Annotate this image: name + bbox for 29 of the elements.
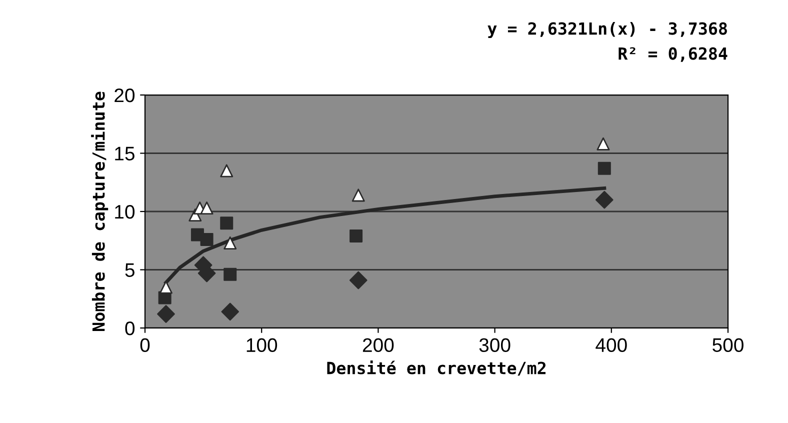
point xyxy=(221,302,240,321)
y-tick-label: 15 xyxy=(115,146,134,160)
point xyxy=(349,271,368,290)
x-tick-label: 400 xyxy=(596,338,627,352)
y-tick-label: 10 xyxy=(115,204,135,219)
text: R² = 0,6284 xyxy=(618,47,728,62)
point xyxy=(595,190,614,209)
y-tick-label: 20 xyxy=(114,88,135,102)
point xyxy=(352,188,365,202)
x-tick-label: 200 xyxy=(362,338,394,352)
y-tick-label: 0 xyxy=(125,321,135,336)
point xyxy=(224,268,237,281)
point xyxy=(157,305,175,323)
point xyxy=(200,232,214,246)
y-axis-title: Nombre de capture/minute xyxy=(91,92,108,331)
y-tick-label: 5 xyxy=(125,263,134,277)
x-axis-title: Densité en crevette/m2 xyxy=(327,360,546,376)
text: y = 2,6321Ln(x) - 3,7368 xyxy=(488,22,727,38)
x-tick-label: 300 xyxy=(479,338,510,352)
point xyxy=(224,236,237,250)
point xyxy=(220,216,234,230)
point xyxy=(596,137,610,150)
point xyxy=(350,229,363,242)
point xyxy=(200,202,214,215)
x-tick-label: 100 xyxy=(246,338,278,352)
point xyxy=(598,162,611,175)
x-tick-label: 500 xyxy=(712,338,744,352)
point xyxy=(220,164,234,178)
x-tick-label: 0 xyxy=(140,338,150,352)
